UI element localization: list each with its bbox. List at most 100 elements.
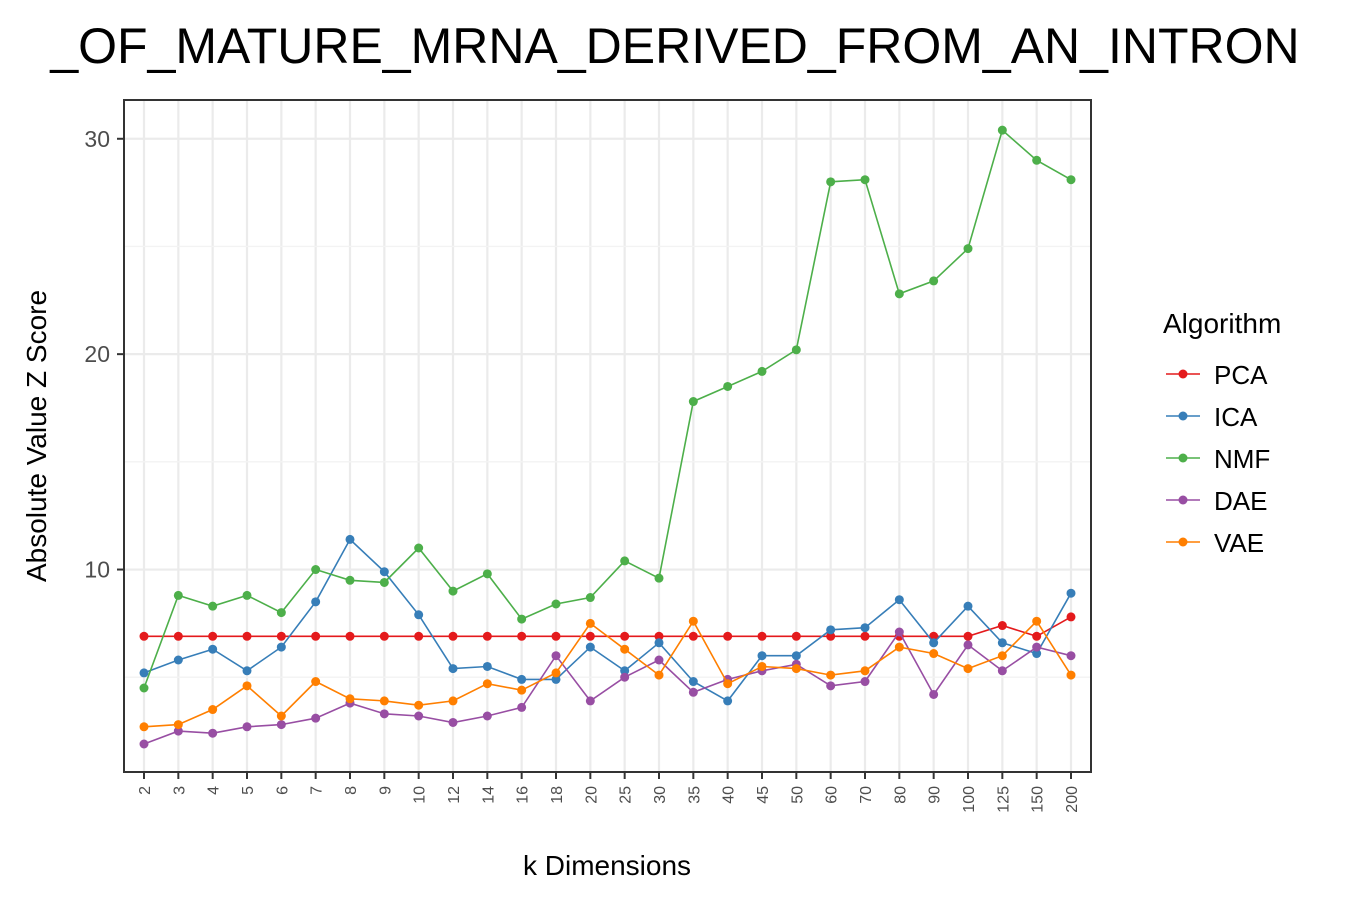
y-axis-title: Absolute Value Z Score [21,290,52,582]
x-axis: 2 3 4 5 6 7 8 9 10 12 14 16 18 20 25 30 35 40 45 50 60 70 80 90… [137,772,1081,813]
data-point-dae [620,672,630,682]
data-point-pca [208,631,218,641]
data-point-vae [242,681,252,691]
data-point-vae [894,642,904,652]
data-point-vae [448,696,458,706]
data-point-dae [860,677,870,687]
data-point-nmf [723,381,733,391]
data-point-nmf [1066,175,1076,185]
data-point-pca [173,631,183,641]
data-point-vae [997,651,1007,661]
x-tick-label: 40 [721,786,738,804]
data-point-ica [276,642,286,652]
x-tick-label: 5 [240,786,257,795]
x-tick-label: 80 [892,786,909,804]
data-point-vae [757,661,767,671]
data-point-ica [826,625,836,635]
chart-title: _OF_MATURE_MRNA_DERIVED_FROM_AN_INTRON [50,18,1300,74]
x-tick-label: 9 [377,786,394,795]
data-point-nmf [276,608,286,618]
data-point-pca [139,631,149,641]
series-line-ica [143,538,1072,702]
data-point-dae [997,666,1007,676]
data-point-vae [791,664,801,674]
legend-label: VAE [1214,528,1264,558]
x-tick-label: 50 [789,786,806,804]
data-point-pca [448,631,458,641]
data-point-ica [654,638,664,648]
data-point-nmf [173,590,183,600]
data-point-ica [345,534,355,544]
data-point-ica [688,677,698,687]
data-point-dae [894,627,904,637]
data-point-nmf [997,125,1007,135]
y-tick-label: 10 [84,557,110,583]
legend-key-point [1178,537,1188,547]
data-point-pca [1066,612,1076,622]
data-point-pca [482,631,492,641]
data-point-nmf [551,599,561,609]
data-point-ica [791,651,801,661]
data-point-ica [208,644,218,654]
data-point-pca [997,621,1007,631]
legend-key-point [1178,411,1188,421]
series-ica [139,534,1076,706]
data-point-pca [276,631,286,641]
x-tick-label: 150 [1030,786,1047,813]
data-point-pca [517,631,527,641]
data-point-pca [620,631,630,641]
data-point-dae [379,709,389,719]
data-point-ica [723,696,733,706]
data-point-vae [345,694,355,704]
series-line-vae [143,619,1072,728]
data-point-dae [242,722,252,732]
x-axis-title: k Dimensions [523,850,691,881]
data-point-dae [448,717,458,727]
data-point-pca [311,631,321,641]
data-point-pca [1032,631,1042,641]
data-point-nmf [860,175,870,185]
data-point-pca [929,631,939,641]
data-point-dae [585,696,595,706]
data-point-dae [963,640,973,650]
data-point-dae [208,728,218,738]
data-point-ica [1066,588,1076,598]
x-tick-label: 18 [549,786,566,804]
series-nmf [139,125,1076,693]
data-point-nmf [242,590,252,600]
data-point-nmf [345,575,355,585]
data-point-ica [311,597,321,607]
x-tick-label: 200 [1064,786,1081,813]
x-tick-label: 12 [446,786,463,804]
data-point-vae [482,679,492,689]
data-point-ica [757,651,767,661]
data-point-pca [791,631,801,641]
data-point-dae [414,711,424,721]
data-point-vae [860,666,870,676]
data-point-vae [620,644,630,654]
x-tick-label: 30 [652,786,669,804]
legend-item-pca: PCA [1166,360,1268,390]
legend-label: PCA [1214,360,1268,390]
data-point-ica [963,601,973,611]
data-point-ica [860,623,870,633]
data-point-ica [242,666,252,676]
legend-label: ICA [1214,402,1258,432]
x-tick-label: 8 [343,786,360,795]
data-point-dae [688,687,698,697]
data-point-pca [551,631,561,641]
data-point-nmf [791,345,801,355]
legend: Algorithm PCA ICA NMF DAE VAE [1163,308,1281,558]
legend-item-ica: ICA [1166,402,1258,432]
data-point-vae [963,664,973,674]
data-point-vae [1032,616,1042,626]
legend-key-point [1178,453,1188,463]
data-point-nmf [826,177,836,187]
data-point-ica [173,655,183,665]
data-point-nmf [929,276,939,286]
data-point-pca [688,631,698,641]
legend-label: NMF [1214,444,1270,474]
data-point-nmf [654,573,664,583]
x-tick-label: 45 [755,786,772,804]
data-point-nmf [757,366,767,376]
